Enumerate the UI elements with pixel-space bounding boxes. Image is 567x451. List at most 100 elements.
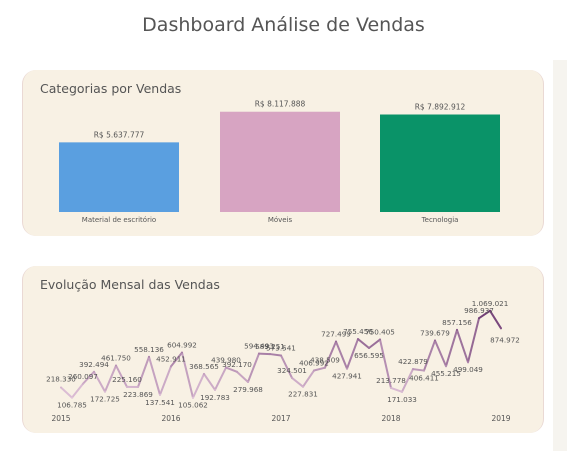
data-label: 368.565 (189, 362, 219, 371)
series-line-segment (478, 309, 491, 320)
data-label: 452.911 (156, 354, 186, 363)
series-line-segment (148, 355, 161, 396)
data-label: 427.941 (332, 372, 362, 381)
data-point (82, 382, 84, 385)
data-point (412, 368, 414, 371)
data-label: 218.330 (46, 375, 76, 384)
data-point (434, 339, 436, 342)
series-line-segment (467, 317, 480, 364)
series-line-segment (203, 372, 216, 391)
data-label: 392.494 (79, 360, 109, 369)
series-line-segment (71, 382, 84, 399)
data-point (500, 327, 502, 330)
data-label: 857.156 (442, 318, 472, 327)
data-label: 106.785 (57, 401, 87, 410)
series-line-segment (181, 351, 194, 399)
data-point (203, 372, 205, 375)
data-label: 227.831 (288, 390, 318, 399)
data-point (302, 385, 304, 388)
x-tick-label: 2017 (271, 414, 290, 423)
data-point (214, 388, 216, 391)
bar-value-label: R$ 8.117.888 (255, 100, 306, 109)
data-label: 874.972 (490, 335, 520, 344)
data-point (478, 317, 480, 320)
data-point (280, 354, 282, 357)
data-point (192, 396, 194, 399)
data-point (115, 364, 117, 367)
data-label: 225.160 (112, 375, 142, 384)
data-label: 213.778 (376, 376, 406, 385)
data-point (137, 386, 139, 389)
data-point (93, 370, 95, 373)
series-line-segment (412, 368, 425, 372)
data-point (390, 386, 392, 389)
data-label: 986.937 (464, 306, 494, 315)
series-line-segment (170, 351, 183, 368)
bar-1 (59, 142, 179, 212)
series-line-segment (423, 339, 436, 372)
data-label: 439.980 (211, 356, 241, 365)
series-line-segment (82, 370, 95, 385)
series-line-segment (225, 366, 238, 373)
bar-3 (380, 114, 500, 212)
series-line-segment (60, 386, 73, 399)
data-label: 558.136 (134, 345, 164, 354)
data-point (225, 366, 227, 369)
data-label: 455.215 (431, 369, 461, 378)
data-label: 406.992 (299, 359, 329, 368)
data-point (258, 352, 260, 355)
data-point (456, 328, 458, 331)
series-line-segment (291, 376, 304, 388)
data-label: 324.501 (277, 366, 307, 375)
data-label: 604.992 (167, 341, 197, 350)
monthly-line-chart: 218.330 106.785 260.097 392.494 172.725 461.7… (46, 299, 520, 423)
series-line-segment (335, 340, 348, 370)
series-line-segment (489, 309, 502, 330)
data-label: 499.049 (453, 365, 483, 374)
data-label: 422.879 (398, 357, 428, 366)
data-label: 406.411 (409, 374, 439, 383)
data-point (170, 365, 172, 368)
data-point (357, 338, 359, 341)
data-label: 172.725 (90, 395, 120, 404)
series-line-segment (159, 365, 172, 396)
data-label: 279.968 (233, 385, 263, 394)
data-point (159, 393, 161, 396)
series-line-segment (313, 366, 326, 372)
series-line-segment (302, 369, 315, 388)
series-line-segment (445, 328, 458, 368)
series-line-segment (280, 354, 293, 379)
series-line-segment (192, 372, 205, 399)
data-point (401, 390, 403, 393)
data-point (60, 386, 62, 389)
bar-value-label: R$ 7.892.912 (415, 102, 466, 111)
data-point (71, 396, 73, 399)
x-tick-label: 2019 (491, 414, 510, 423)
data-point (489, 309, 491, 312)
series-line-segment (269, 353, 282, 357)
monthly-panel: Evolução Mensal das Vendas 218.330 106.78… (22, 266, 544, 433)
bar-2 (220, 111, 340, 212)
data-point (346, 367, 348, 370)
data-point (148, 355, 150, 358)
series-line-segment (137, 355, 150, 389)
categories-panel: Categorias por Vendas R$ 5.637.777 Materi… (22, 70, 544, 236)
data-point (335, 340, 337, 343)
x-tick-label: 2016 (161, 414, 180, 423)
data-point (104, 390, 106, 393)
data-point (368, 346, 370, 349)
x-tick-label: 2015 (51, 414, 70, 423)
category-label: Material de escritório (82, 216, 156, 224)
page-title: Dashboard Análise de Vendas (142, 14, 425, 36)
categories-bar-chart: R$ 5.637.777 Material de escritório R$ 8.1… (59, 100, 500, 224)
data-label: 105.062 (178, 401, 208, 410)
data-label: 223.869 (123, 390, 153, 399)
series-line-segment (379, 338, 392, 389)
series-line-segment (247, 352, 260, 383)
monthly-panel-title: Evolução Mensal das Vendas (40, 277, 220, 292)
series-line-segment (456, 328, 469, 364)
series-line-segment (357, 338, 370, 349)
data-label: 1.069.021 (472, 299, 509, 308)
data-label: 594.493 (244, 342, 274, 351)
data-point (236, 370, 238, 373)
